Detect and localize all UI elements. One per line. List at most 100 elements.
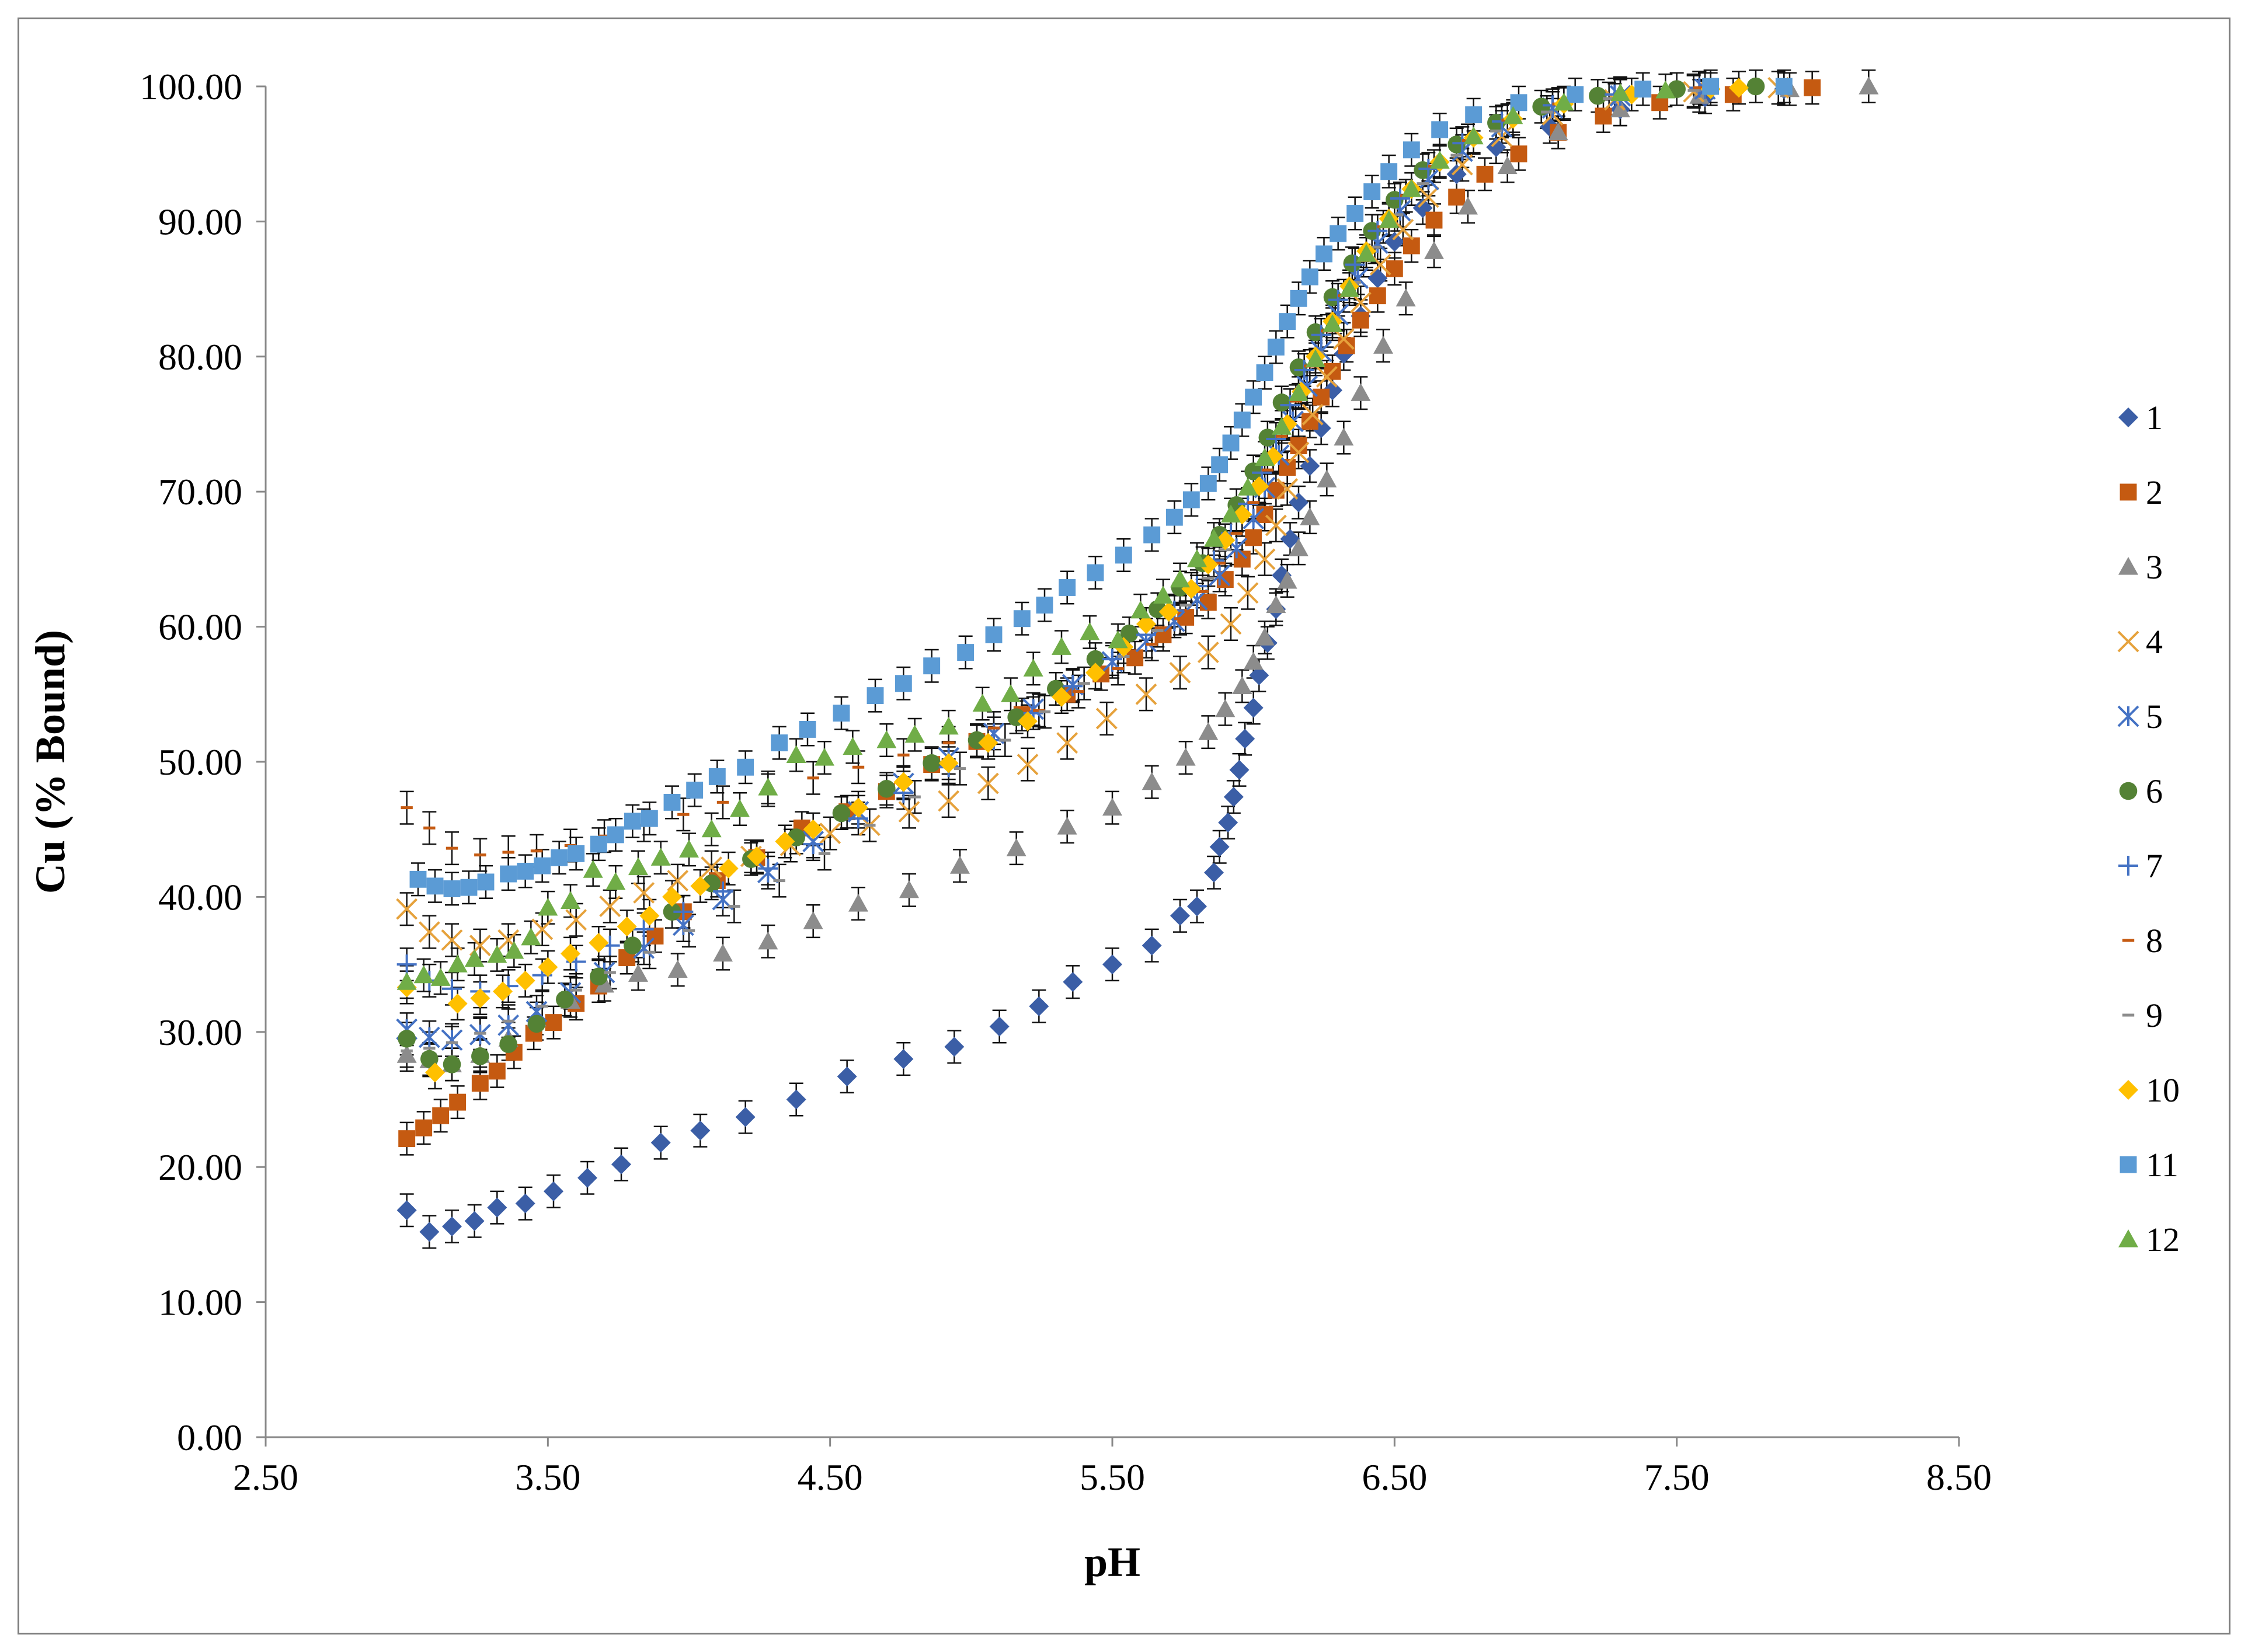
legend-label: 2 [2146,473,2163,511]
data-point [568,845,585,862]
series-2 [398,79,1821,1148]
data-point [799,721,816,738]
data-point [1554,92,1574,111]
data-point [1306,323,1325,341]
legend-label: 3 [2146,548,2163,586]
data-point [923,754,941,772]
data-point [470,988,490,1008]
data-point [1102,797,1122,816]
data-point [1316,366,1338,388]
data-point [938,790,960,812]
data-point [1229,759,1250,780]
data-point [663,902,681,921]
data-point [1211,456,1229,473]
data-point [1352,311,1369,329]
data-point [730,799,750,817]
data-point [1429,151,1450,169]
data-point [1313,388,1330,406]
data-point [538,897,558,916]
legend-label: 12 [2146,1221,2180,1259]
data-point [899,880,919,898]
data-point [957,644,975,661]
legend-item-3: 3 [2118,548,2163,586]
legend-label: 10 [2146,1071,2180,1109]
data-point [1279,459,1296,476]
data-point [396,972,417,990]
data-point [1510,145,1527,163]
data-point [460,879,478,896]
data-point [1384,232,1405,252]
data-point [1302,403,1324,426]
data-point [650,848,671,866]
legend-marker [2118,407,2138,427]
data-point [1182,491,1200,508]
data-point [1317,469,1337,487]
data-point [848,797,868,818]
data-point [1095,707,1118,730]
data-point [1209,837,1230,857]
data-point [1775,78,1793,95]
data-point [396,1045,417,1063]
y-tick-label: 40.00 [158,876,242,918]
x-tick-label: 4.50 [798,1456,863,1498]
data-point [1589,86,1607,105]
data-point [1390,189,1410,209]
legend-item-11: 11 [2120,1146,2179,1184]
legend-marker [2120,1156,2137,1173]
data-point [1380,163,1398,180]
data-point [1136,614,1156,634]
data-point [1367,268,1388,288]
data-point [515,1193,535,1214]
data-point [878,779,896,798]
data-point [611,1154,631,1174]
legend-marker [2117,705,2139,727]
data-point [1363,183,1381,200]
data-point [1859,76,1879,95]
data-point [1265,514,1287,536]
data-point [1289,492,1309,513]
series-3 [396,76,1879,1072]
data-point [443,1055,461,1074]
data-point [1006,838,1026,856]
legend-item-7: 7 [2118,847,2163,885]
legend-item-4: 4 [2117,623,2163,661]
data-point [1130,600,1151,619]
data-point [1267,339,1285,356]
data-point [606,872,626,890]
y-tick-label: 80.00 [158,336,242,378]
data-point [833,705,850,722]
legend-item-8: 8 [2122,922,2163,960]
data-point [843,737,863,755]
data-point [1085,663,1105,683]
data-point [1087,564,1104,581]
data-point [977,772,999,794]
data-point [1338,337,1355,354]
legend-item-12: 12 [2118,1221,2180,1259]
data-point [1476,165,1494,183]
data-point [1328,290,1348,310]
data-point [607,826,624,844]
data-point [837,1067,857,1087]
data-point [426,877,444,895]
legend-item-9: 9 [2122,996,2163,1034]
data-point [1198,555,1219,575]
data-point [1052,686,1071,707]
data-point [1373,336,1393,354]
data-point [1120,624,1139,643]
data-point [1221,504,1241,523]
data-point [1392,218,1414,241]
data-point [1017,754,1039,776]
data-point [1204,862,1224,883]
data-point [1301,413,1318,430]
data-point [432,1107,450,1124]
data-point [1187,549,1207,567]
data-point [1458,196,1478,215]
x-tick-label: 8.50 [1926,1456,1992,1498]
data-point [978,733,998,753]
data-point [1403,141,1420,159]
data-point [624,936,642,955]
data-point [1232,676,1252,695]
data-point [398,1030,416,1048]
data-point [1142,772,1162,790]
legend-marker [2120,483,2137,501]
